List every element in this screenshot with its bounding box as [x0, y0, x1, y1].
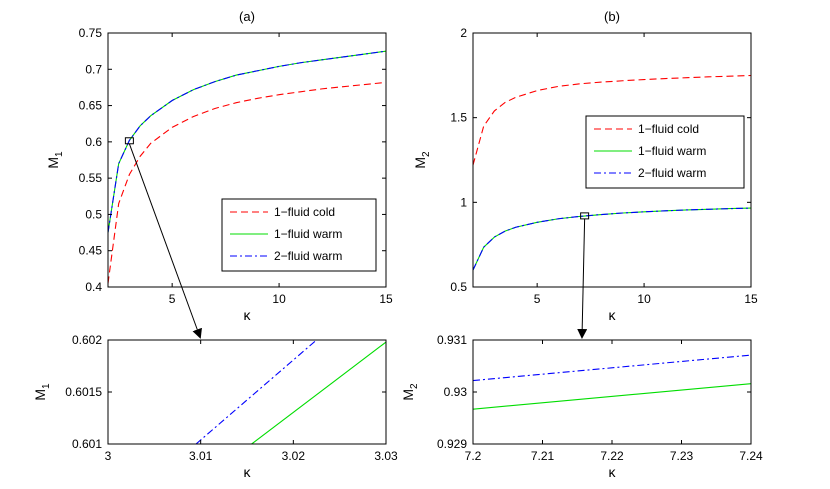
y-tick-label: 0.5 — [450, 280, 467, 294]
y-axis-label: M1 — [32, 383, 52, 401]
legend-label: 1−fluid cold — [638, 122, 699, 136]
legend-label: 2−fluid warm — [274, 249, 342, 263]
series-line-2-fluid-warm — [473, 207, 751, 271]
y-axis-label: M2 — [412, 151, 432, 169]
x-axis-label: κ — [609, 464, 617, 480]
y-tick-label: 0.602 — [72, 333, 102, 347]
y-tick-label: 0.6015 — [65, 385, 102, 399]
plot-area — [473, 340, 751, 444]
x-tick-label: 10 — [272, 292, 286, 306]
x-tick-label: 3 — [105, 449, 112, 463]
x-tick-label: 3.02 — [282, 449, 306, 463]
series-line-1-fluid-warm — [251, 341, 386, 444]
series-line-1-fluid-cold — [473, 74, 751, 166]
series-line-1-fluid-cold — [108, 81, 386, 284]
x-tick-label: 3.03 — [374, 449, 398, 463]
panel-d: 7.2 7.21 7.22 7.23 7.24 0.929 0.93 0.931 κ M2 — [400, 333, 763, 480]
y-tick-label: 0.75 — [79, 26, 103, 40]
legend-label: 1−fluid warm — [274, 227, 342, 241]
axes-frame — [107, 32, 387, 288]
zoom-arrow — [128, 143, 202, 339]
legend-label: 2−fluid warm — [638, 166, 706, 180]
y-tick-label: 2 — [460, 26, 467, 40]
y-tick-label: 0.931 — [437, 333, 467, 347]
y-axis-label: M2 — [400, 383, 420, 401]
plot-area — [108, 340, 386, 444]
x-tick-label: 7.22 — [600, 449, 624, 463]
y-tick-label: 0.4 — [85, 280, 102, 294]
x-axis-label: κ — [244, 464, 252, 480]
x-tick-label: 15 — [744, 292, 758, 306]
legend: 1−fluid cold 1−fluid warm 2−fluid warm — [221, 198, 377, 272]
x-tick-label: 15 — [379, 292, 393, 306]
y-tick-label: 0.7 — [85, 62, 102, 76]
panel-b: 5 10 15 0.5 1 1.5 2 (b) κ M2 1−fluid cold 1−fluid w… — [412, 9, 758, 323]
panel-a: 5 10 15 0.4 0.45 0.5 0.55 0.6 0.65 0.7 0.75 (a) κ M1 1… — [45, 9, 393, 323]
y-tick-label: 0.93 — [444, 385, 468, 399]
series-line-2-fluid-warm — [195, 340, 317, 444]
x-tick-label: 3.01 — [189, 449, 213, 463]
x-tick-label: 5 — [534, 292, 541, 306]
y-tick-label: 0.601 — [72, 437, 102, 451]
x-tick-label: 7.2 — [465, 449, 482, 463]
y-tick-label: 0.65 — [79, 99, 103, 113]
x-tick-label: 5 — [169, 292, 176, 306]
y-tick-label: 1 — [460, 195, 467, 209]
panel-c: 3 3.01 3.02 3.03 0.601 0.6015 0.602 κ M1 — [32, 333, 398, 480]
zoom-arrow — [577, 218, 588, 339]
series-line-2-fluid-warm — [473, 354, 751, 382]
y-tick-label: 0.6 — [85, 135, 102, 149]
y-tick-label: 0.45 — [79, 244, 103, 258]
legend-label: 1−fluid warm — [638, 144, 706, 158]
y-tick-label: 0.5 — [85, 207, 102, 221]
legend: 1−fluid cold 1−fluid warm 2−fluid warm — [585, 115, 745, 189]
axes-frame — [472, 32, 752, 288]
legend-label: 1−fluid cold — [274, 205, 335, 219]
y-tick-label: 0.55 — [79, 171, 103, 185]
x-axis-label: κ — [244, 307, 252, 323]
x-tick-label: 7.23 — [670, 449, 694, 463]
x-axis-label: κ — [609, 307, 617, 323]
panel-title: (b) — [604, 9, 620, 24]
x-tick-label: 7.24 — [739, 449, 763, 463]
y-axis-label: M1 — [45, 151, 65, 169]
panel-title: (a) — [239, 9, 255, 24]
x-tick-label: 10 — [637, 292, 651, 306]
series-line-1-fluid-warm — [473, 383, 751, 410]
series-line-2-fluid-warm — [108, 50, 386, 233]
y-tick-label: 0.929 — [437, 437, 467, 451]
x-tick-label: 7.21 — [531, 449, 555, 463]
y-tick-label: 1.5 — [450, 111, 467, 125]
